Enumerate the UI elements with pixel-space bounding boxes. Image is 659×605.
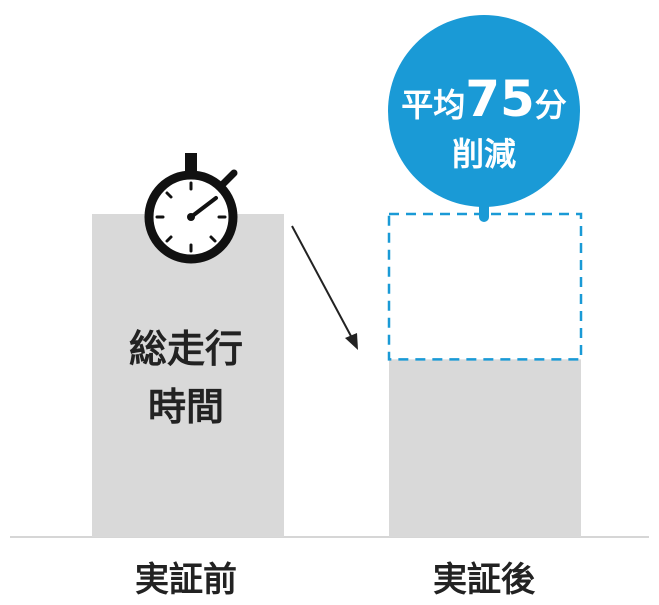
- category-label-before: 実証前: [135, 560, 237, 600]
- bar-before: [92, 214, 284, 537]
- callout-number: 75: [465, 70, 535, 128]
- bar-inner-label-line2: 時間: [148, 385, 224, 429]
- arrow-down-right-icon: [291, 225, 358, 350]
- callout-prefix: 平均: [401, 86, 465, 124]
- category-label-after: 実証後: [433, 560, 536, 600]
- bar-inner-label-line1: 総走行: [129, 327, 243, 371]
- reduction-dashed-box: [387, 212, 583, 361]
- bar-after: [389, 359, 581, 537]
- callout-line2: 削減: [452, 135, 516, 173]
- svg-text:平均75分: 平均75分: [401, 70, 567, 128]
- reduction-callout: 平均75分 削減: [388, 15, 580, 222]
- callout-suffix: 分: [535, 86, 567, 124]
- stopwatch-icon: [144, 153, 238, 264]
